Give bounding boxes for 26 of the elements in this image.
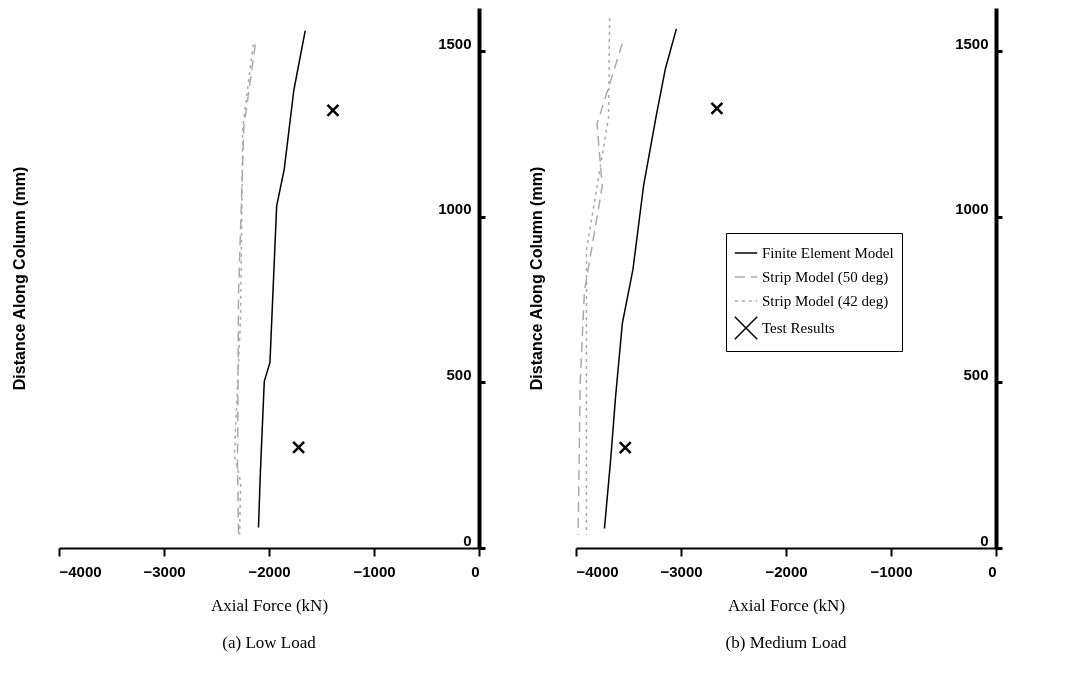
text: (b) Medium Load [725, 633, 847, 652]
x-tick-label: −1000 [870, 562, 913, 580]
y-tick-label: 500 [446, 365, 472, 383]
y-axis-title: Distance Along Column (mm) [527, 166, 545, 391]
x-tick-label: −3000 [660, 562, 703, 580]
y-tick-label: 0 [980, 531, 989, 549]
y-tick-label: 1500 [438, 34, 472, 52]
x-tick-label: −2000 [765, 562, 808, 580]
x-tick-label: −1000 [353, 562, 396, 580]
y-tick-label: 500 [963, 365, 989, 383]
x-tick-label: −4000 [59, 562, 102, 580]
x-axis-title: Axial Force (kN) [210, 595, 329, 615]
y-tick-label: 1500 [955, 34, 989, 52]
y-tick-label: 0 [463, 531, 472, 549]
legend-label: Strip Model (50 deg) [762, 269, 889, 286]
x-tick-label: −2000 [248, 562, 291, 580]
legend-label: Finite Element Model [762, 245, 894, 261]
x-axis-title: Axial Force (kN) [727, 595, 846, 615]
legend-label: Test Results [762, 320, 835, 336]
text: (a) Low Load [222, 633, 317, 652]
x-tick-label: −3000 [143, 562, 186, 580]
legend-label: Strip Model (42 deg) [762, 293, 889, 310]
x-tick-label: −4000 [576, 562, 619, 580]
y-tick-label: 1000 [955, 200, 989, 218]
y-axis-title: Distance Along Column (mm) [10, 166, 28, 391]
y-tick-label: 1000 [438, 200, 472, 218]
